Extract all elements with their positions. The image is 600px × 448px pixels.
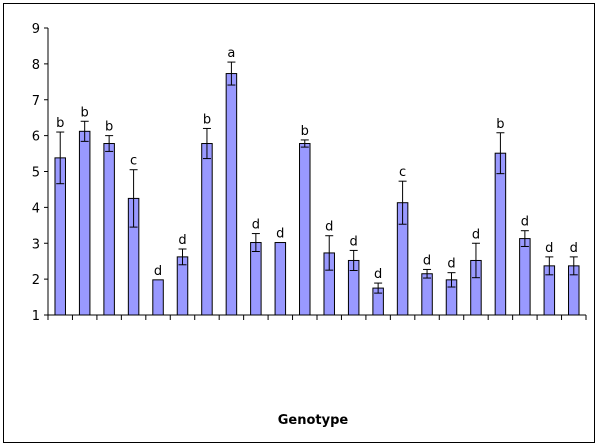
bar xyxy=(250,242,262,316)
significance-letter: d xyxy=(252,218,260,233)
y-tick-label: 5 xyxy=(32,166,40,181)
significance-letter: d xyxy=(447,257,455,272)
bar xyxy=(494,152,507,316)
significance-letter: d xyxy=(325,220,333,235)
bar xyxy=(78,130,91,316)
significance-letter: b xyxy=(203,112,211,127)
significance-letter: c xyxy=(399,165,406,180)
y-tick-label: 8 xyxy=(32,58,40,73)
significance-letter: b xyxy=(105,120,113,135)
bar xyxy=(103,143,115,316)
significance-letter: d xyxy=(276,227,284,242)
significance-letter: b xyxy=(56,116,64,131)
significance-letter: d xyxy=(570,241,578,256)
bar xyxy=(299,143,311,316)
significance-letter: b xyxy=(81,105,89,120)
significance-letters: b b b c d d b a d d b d d d c d d d b d d d xyxy=(56,46,578,282)
y-tick-label: 2 xyxy=(32,273,40,288)
significance-letter: d xyxy=(154,264,162,279)
significance-letter: a xyxy=(227,46,235,61)
y-tick-label: 9 xyxy=(32,22,40,37)
bar xyxy=(201,143,213,316)
bar xyxy=(519,238,531,316)
y-tick-label: 7 xyxy=(32,94,40,109)
bar xyxy=(176,256,189,316)
y-tick-label: 4 xyxy=(32,201,40,216)
y-tick-label: 6 xyxy=(32,130,40,145)
significance-letter: d xyxy=(545,241,553,256)
y-tick-label: 3 xyxy=(32,237,40,252)
significance-letter: b xyxy=(496,117,504,132)
x-axis-title: Genotype xyxy=(278,413,349,428)
significance-letter: d xyxy=(374,267,382,282)
y-tick-label: 1 xyxy=(32,309,40,324)
bar xyxy=(152,279,164,316)
significance-letter: c xyxy=(130,154,137,169)
significance-letter: d xyxy=(350,234,358,249)
error-bars xyxy=(56,61,578,294)
bar xyxy=(421,273,433,316)
significance-letter: b xyxy=(301,124,309,139)
significance-letter: d xyxy=(178,233,186,248)
bar xyxy=(225,73,238,316)
bar xyxy=(274,242,287,316)
significance-letter: d xyxy=(472,227,480,242)
significance-letter: d xyxy=(423,253,431,268)
y-ticks: 1 2 3 4 5 6 7 8 9 xyxy=(32,22,48,324)
significance-letter: d xyxy=(521,215,529,230)
